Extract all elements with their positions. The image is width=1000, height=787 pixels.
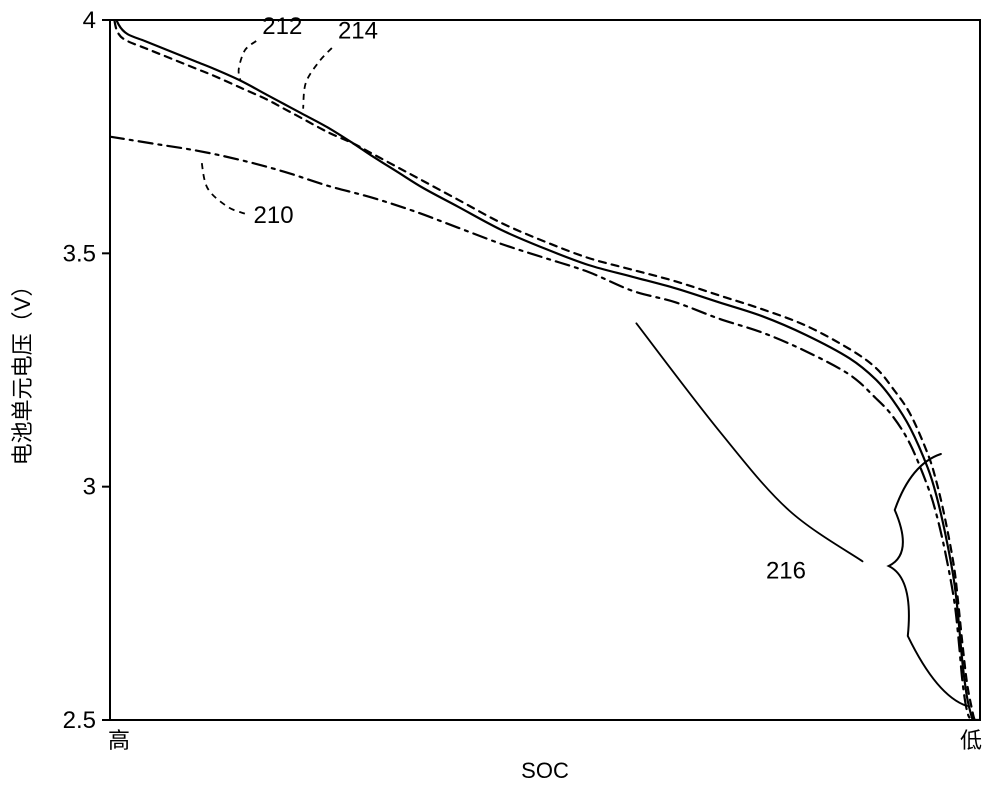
leader-c214	[303, 48, 332, 109]
plot-border	[110, 20, 980, 720]
callout-label-c216: 216	[766, 558, 806, 585]
series-210	[110, 137, 980, 721]
x-tick-label: 低	[960, 728, 982, 753]
series-212	[110, 0, 980, 730]
x-tick-label: 高	[108, 728, 130, 753]
callout-label-c212: 212	[262, 13, 302, 40]
callout-label-c210: 210	[254, 202, 294, 229]
y-tick-label: 3.5	[63, 240, 96, 267]
leader-c212	[239, 41, 257, 81]
leader-c216	[636, 323, 862, 561]
y-tick-label: 2.5	[63, 707, 96, 734]
chart-figure: 2.5 3 3.5 4 高 低 SOC 电池单元电压（V） 212 214 210 216	[0, 0, 1000, 787]
chart-svg: 2.5 3 3.5 4 高 低 SOC 电池单元电压（V） 212 214 210 216	[0, 0, 1000, 787]
series-214	[110, 0, 980, 721]
y-tick-label: 4	[83, 7, 96, 34]
callout-label-c214: 214	[338, 18, 378, 45]
y-tick-label: 3	[83, 474, 96, 501]
y-axis-label: 电池单元电压（V）	[10, 275, 35, 466]
brace-216	[889, 454, 967, 706]
x-axis-label: SOC	[521, 758, 569, 783]
leader-c210	[201, 160, 245, 214]
